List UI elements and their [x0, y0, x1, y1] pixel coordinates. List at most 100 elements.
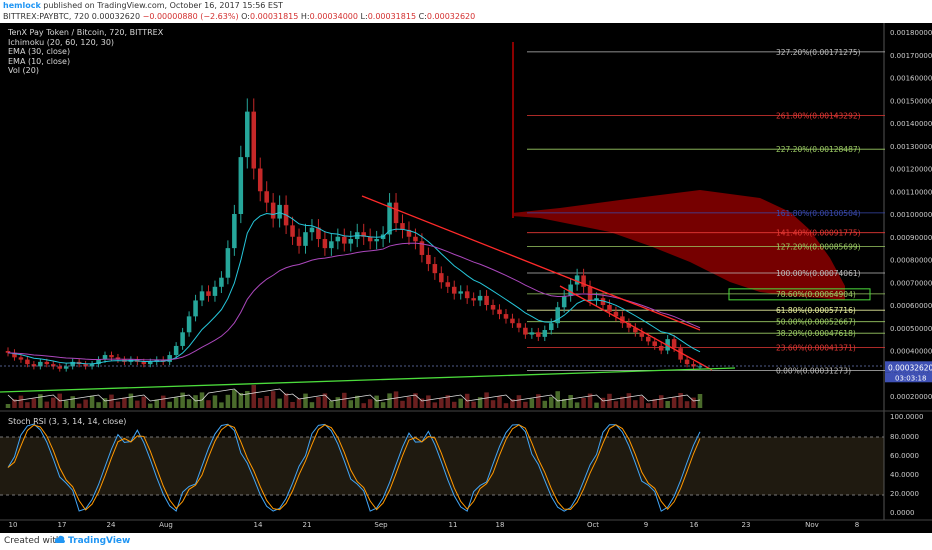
- author-link[interactable]: hemlock: [3, 1, 41, 10]
- y-tick-label: 0.00050000: [890, 325, 932, 333]
- volume-bar: [497, 396, 502, 408]
- y-tick-label: 0.00180000: [890, 29, 932, 37]
- y-tick-label: 0.00080000: [890, 257, 932, 265]
- volume-bar: [329, 400, 334, 408]
- volume-bar: [44, 401, 50, 408]
- volume-bar: [180, 392, 185, 408]
- fib-label: 161.80%(0.00100504): [776, 209, 861, 218]
- fib-highlight-box: [728, 288, 871, 301]
- volume-bar: [5, 404, 11, 408]
- candle-body: [5, 351, 11, 353]
- x-tick-label: Oct: [587, 521, 599, 529]
- legend-ichimoku[interactable]: Ichimoku (20, 60, 120, 30): [8, 37, 115, 47]
- volume-bar: [374, 395, 379, 408]
- candle-body: [83, 364, 88, 367]
- volume-bar: [645, 403, 651, 408]
- candle-body: [180, 332, 185, 346]
- candle-body: [63, 366, 69, 369]
- candle-body: [697, 366, 703, 368]
- ema10-line: [7, 212, 701, 365]
- y-tick-label: 0.00070000: [890, 279, 932, 287]
- volume-bar: [406, 396, 412, 408]
- publish-line: hemlock published on TradingView.com, Oc…: [3, 0, 283, 11]
- candle-body: [451, 286, 457, 294]
- candle-body: [167, 355, 172, 362]
- candle-body: [678, 348, 683, 360]
- volume-bar: [471, 401, 476, 408]
- candle-body: [51, 364, 56, 367]
- chart-title: TenX Pay Token / Bitcoin, 720, BITTREX: [8, 28, 164, 37]
- stoch-legend[interactable]: Stoch RSI (3, 3, 14, 14, close): [8, 417, 127, 426]
- price-tag-bg: [885, 361, 932, 373]
- y-tick-label: 0.00130000: [890, 143, 932, 151]
- volume-bar: [626, 393, 632, 408]
- candle-body: [542, 330, 548, 337]
- volume-bar: [510, 399, 515, 408]
- y-tick-label: 0.00110000: [890, 188, 932, 196]
- volume-ma-line: [7, 388, 701, 402]
- candle-body: [238, 157, 244, 214]
- candle-body: [568, 284, 573, 296]
- volume-bar: [691, 397, 696, 408]
- candle-body: [645, 336, 651, 342]
- low-value: 0.00031815: [367, 12, 417, 21]
- countdown-text: 03:03:18: [895, 374, 926, 382]
- fib-label: 50.00%(0.00052667): [776, 318, 856, 327]
- close-value: 0.00032620: [426, 12, 476, 21]
- volume-bar: [135, 400, 140, 408]
- volume-bar: [639, 396, 645, 408]
- candle-body: [348, 239, 354, 244]
- candle-body: [516, 323, 522, 328]
- candle-body: [633, 327, 638, 333]
- candle-body: [497, 309, 502, 315]
- volume-bar: [251, 385, 257, 408]
- legend-ema30[interactable]: EMA (30, close): [8, 47, 71, 57]
- volume-bar: [620, 396, 625, 408]
- volume-bar: [581, 398, 586, 408]
- volume-bar: [348, 400, 354, 408]
- fib-extension: 327.20%(0.00171275) 261.80%(0.00143292) 22…: [527, 48, 885, 375]
- volume-bar: [697, 394, 703, 408]
- legend-vol[interactable]: Vol (20): [8, 66, 39, 76]
- volume-bar: [607, 393, 612, 408]
- volume-bar: [516, 395, 522, 408]
- candle-body: [193, 300, 198, 317]
- candles: [5, 98, 703, 372]
- candle-body: [303, 232, 308, 246]
- volume-bar: [51, 397, 56, 408]
- chart-area[interactable]: 100.0000 80.0000 60.0000 40.0000 20.0000…: [0, 23, 932, 533]
- candle-body: [393, 202, 399, 224]
- volume-bar: [451, 401, 457, 408]
- volume-bar: [160, 395, 166, 408]
- candle-body: [406, 229, 412, 237]
- volume-bar: [283, 393, 289, 408]
- candle-body: [96, 359, 101, 365]
- x-tick-label: 23: [742, 521, 751, 529]
- candle-body: [251, 111, 257, 169]
- candle-body: [89, 364, 95, 367]
- candle-body: [44, 361, 50, 365]
- candle-body: [70, 361, 75, 367]
- volume-bar: [561, 399, 567, 408]
- volume-bar: [290, 402, 295, 408]
- created-with-label: Created with: [4, 536, 62, 546]
- volume-bar: [102, 398, 108, 408]
- y-tick-label: 0.00140000: [890, 120, 932, 128]
- candle-body: [12, 352, 17, 358]
- candle-body: [613, 311, 619, 317]
- volume-bar: [31, 398, 37, 408]
- volume-bar: [316, 397, 321, 408]
- volume-bar: [419, 398, 425, 408]
- volume-bar: [322, 393, 328, 408]
- fib-label: 78.60%(0.00064904): [776, 290, 856, 299]
- symbol-label: BITTREX:PAYBTC, 720: [3, 12, 90, 21]
- price-chart[interactable]: 100.0000 80.0000 60.0000 40.0000 20.0000…: [0, 23, 932, 533]
- y-tick-label: 0.00170000: [890, 52, 932, 60]
- x-tick-label: 9: [644, 521, 648, 529]
- volume-bar: [335, 397, 341, 408]
- tradingview-logo[interactable]: TradingView: [68, 536, 131, 546]
- candle-body: [225, 248, 231, 278]
- legend-ema10[interactable]: EMA (10, close): [8, 56, 71, 66]
- volume-bar: [439, 398, 444, 408]
- volume-bars: [5, 385, 703, 408]
